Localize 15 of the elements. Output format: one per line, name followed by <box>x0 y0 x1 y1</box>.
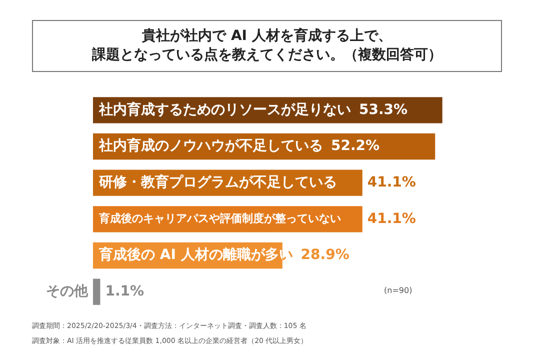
bar <box>93 278 100 305</box>
data-label: 28.9% <box>300 247 350 264</box>
annotation: (n=90) <box>384 286 412 295</box>
y-tick-label: その他 <box>46 283 89 300</box>
data-label: 53.3% <box>359 102 408 118</box>
chart-subtitle: 課題となっている点を教えてください。（複数回答可） <box>92 46 442 65</box>
data-label: 41.1% <box>367 174 416 190</box>
y-tick-label: 育成後のキャリアパスや評価制度が整っていない <box>98 212 341 226</box>
y-tick-label: 社内育成のノウハウが不足している <box>98 137 323 154</box>
data-label: 52.2% <box>331 138 380 154</box>
y-tick-label: 研修・教育プログラムが不足している <box>98 173 337 190</box>
data-label: 1.1% <box>105 283 144 300</box>
chart-title: 貴社が社内で AI 人材を育成する上で、 <box>141 27 393 46</box>
y-tick-label: 社内育成するためのリソースが足りない <box>98 100 351 118</box>
data-label: 41.1% <box>367 210 416 227</box>
